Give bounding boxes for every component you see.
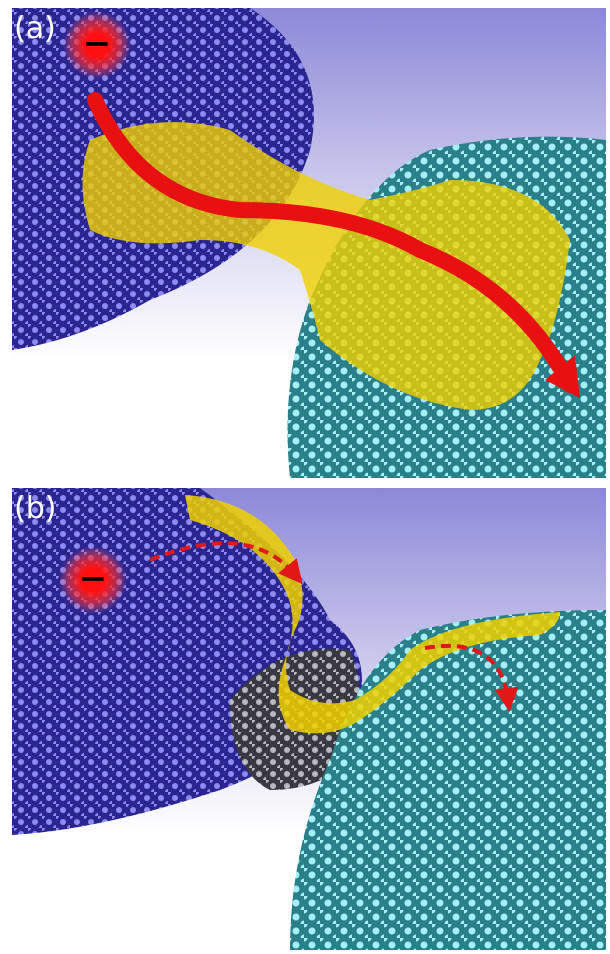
panel-label: (a) (14, 11, 56, 46)
page: − (a) − (b) (() => { const data = JSON.p… (0, 0, 610, 954)
charge: − (79, 559, 108, 599)
charge: − (83, 24, 112, 64)
figure: − (a) − (b) (0, 0, 610, 954)
panel-label: (b) (14, 491, 56, 526)
panel-b: − (b) (12, 488, 606, 950)
panel-a: − (a) (12, 8, 606, 478)
